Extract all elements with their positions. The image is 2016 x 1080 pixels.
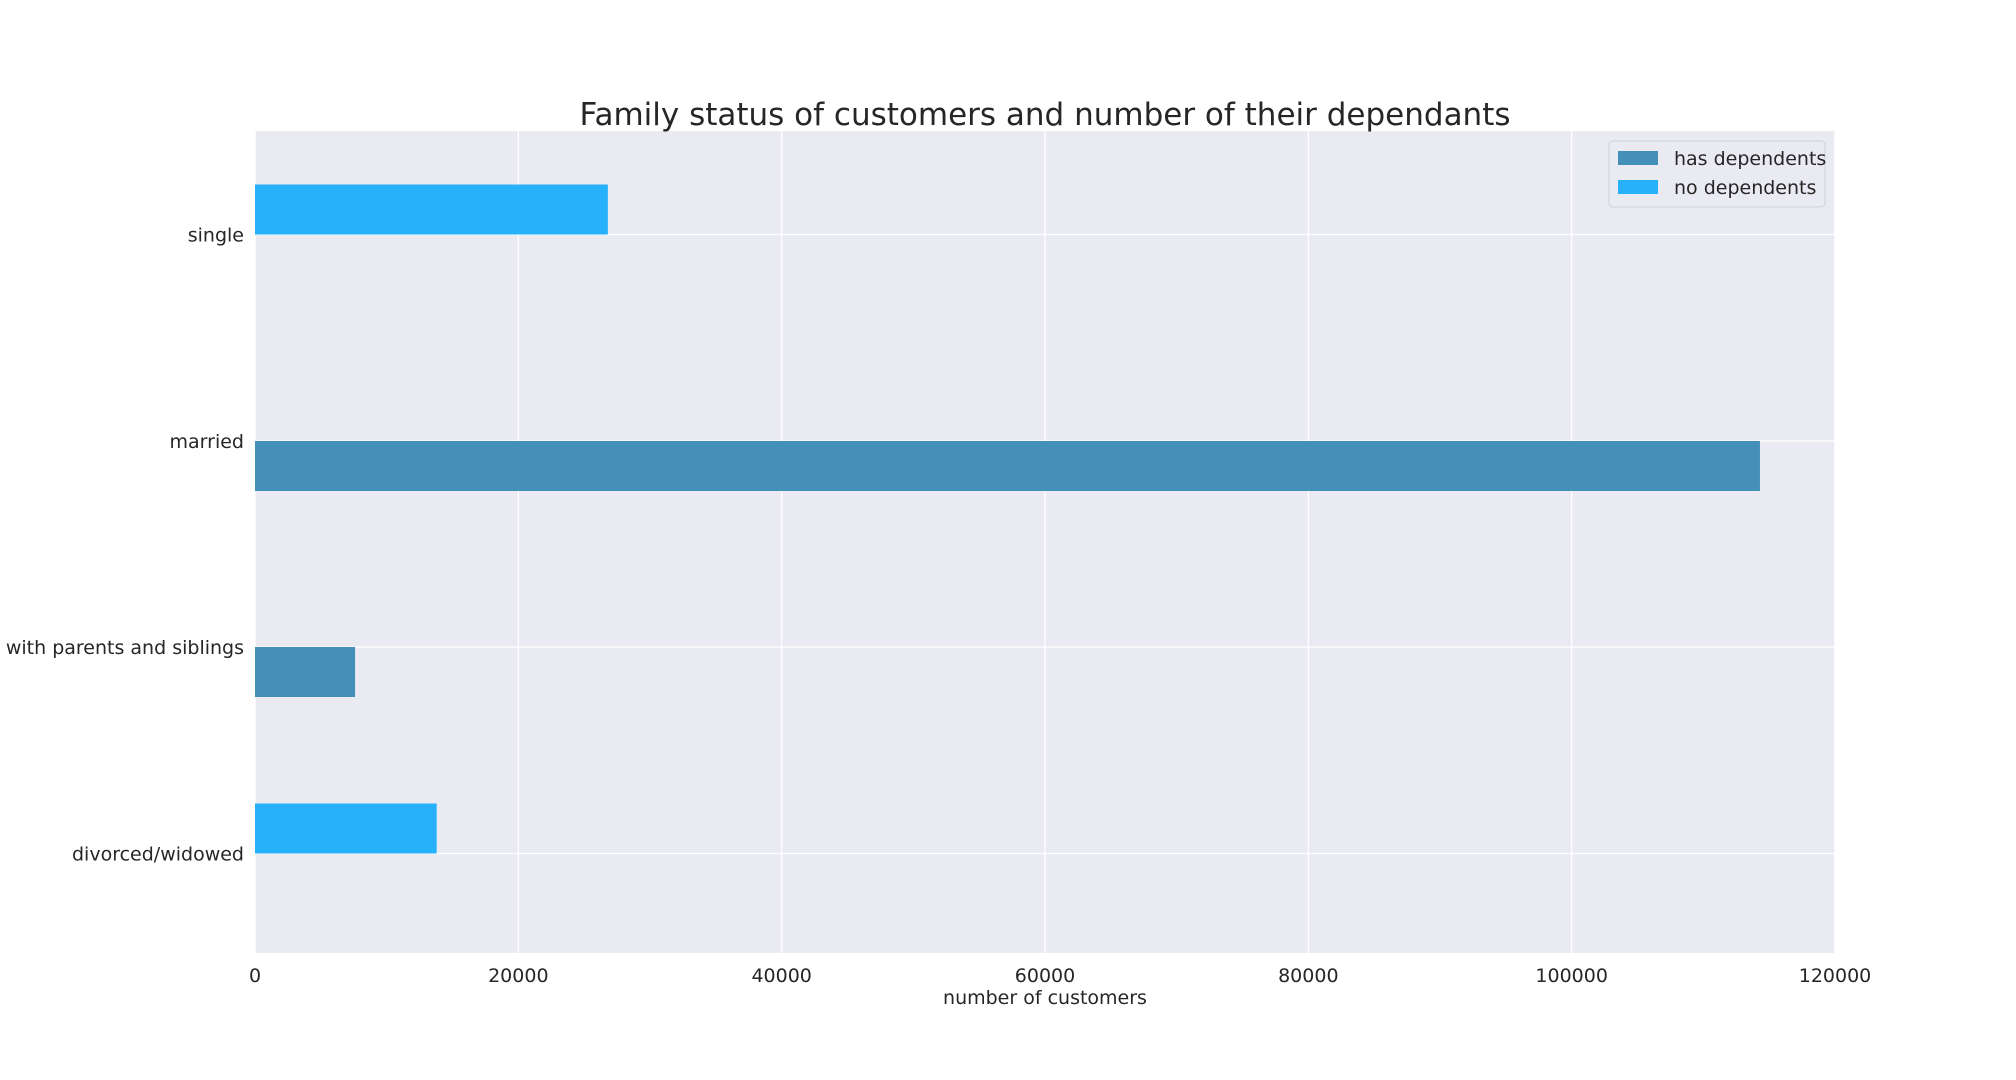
bars <box>255 184 1760 854</box>
legend-box <box>1608 140 1826 208</box>
chart-title: Family status of customers and number of… <box>579 97 1510 133</box>
x-tick-label: 0 <box>249 965 261 987</box>
legend-swatch-has-dependents <box>1618 151 1658 165</box>
y-tick-label: divorced/widowed <box>72 844 244 866</box>
legend: has dependents no dependents <box>1608 140 1826 208</box>
x-tick-labels: 0 20000 40000 60000 80000 100000 120000 <box>249 965 1871 987</box>
y-tick-labels: single married living with parents and sib… <box>0 225 244 866</box>
y-tick-label: single <box>188 225 244 247</box>
x-axis-label: number of customers <box>943 987 1147 1009</box>
x-tick-label: 80000 <box>1278 965 1338 987</box>
legend-label-no-dependents: no dependents <box>1674 177 1816 199</box>
bar-no-dependents-single <box>255 184 608 235</box>
y-tick-label: living with parents and siblings <box>0 637 244 659</box>
legend-swatch-no-dependents <box>1618 180 1658 194</box>
x-tick-label: 20000 <box>488 965 548 987</box>
x-tick-label: 100000 <box>1535 965 1608 987</box>
bar-has-dependents-married <box>255 441 1760 491</box>
legend-label-has-dependents: has dependents <box>1674 148 1826 170</box>
x-tick-label: 40000 <box>751 965 811 987</box>
bar-no-dependents-divorced-widowed <box>255 803 437 854</box>
x-tick-label: 60000 <box>1015 965 1075 987</box>
x-tick-label: 120000 <box>1799 965 1872 987</box>
y-tick-label: married <box>170 431 244 453</box>
bar-has-dependents-living-with-parents-and-siblings <box>255 647 356 697</box>
